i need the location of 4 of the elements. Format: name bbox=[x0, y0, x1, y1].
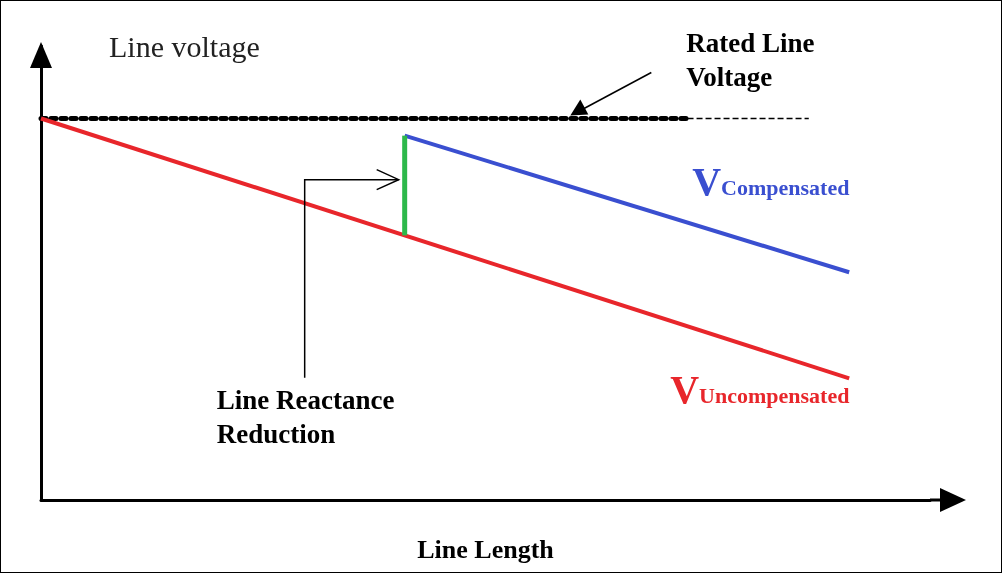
text: Rated Line Voltage bbox=[686, 27, 815, 95]
annotation: Line Reactance Reduction bbox=[216, 383, 395, 451]
y-axis-title: Line voltage bbox=[109, 29, 260, 63]
x-axis-title: Line Length bbox=[417, 534, 555, 564]
